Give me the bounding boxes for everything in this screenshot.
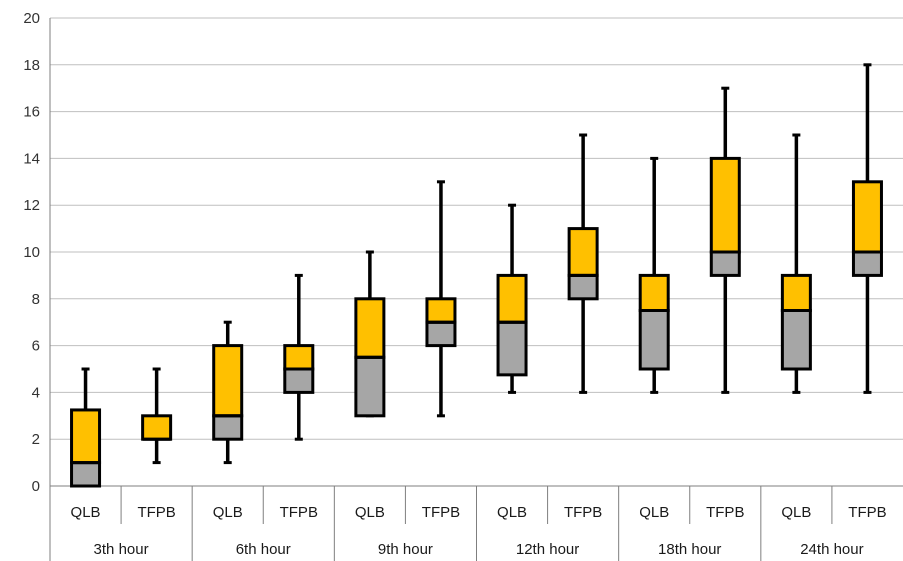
box-tfpb-5 bbox=[851, 63, 883, 394]
x-axis-group-labels: 3th hour 6th hour 9th hour 12th hour 18th ho… bbox=[94, 541, 864, 558]
y-tick-label: 10 bbox=[23, 244, 40, 261]
y-tick-label: 18 bbox=[23, 57, 40, 74]
upper-box-segment bbox=[283, 344, 315, 371]
category-label: TFPB bbox=[280, 504, 318, 521]
lower-box-segment bbox=[709, 250, 741, 277]
box-qlb-3 bbox=[496, 203, 528, 394]
upper-box-segment bbox=[851, 180, 883, 254]
box-tfpb-1 bbox=[283, 273, 315, 441]
y-tick-label: 12 bbox=[23, 197, 40, 214]
category-label: QLB bbox=[497, 504, 527, 521]
y-axis-tick-labels: 0 2 4 6 8 10 12 14 16 18 20 bbox=[23, 10, 40, 495]
box-tfpb-3 bbox=[567, 133, 599, 394]
box-qlb-1 bbox=[212, 320, 244, 465]
y-tick-label: 14 bbox=[23, 150, 40, 167]
box-series bbox=[70, 63, 883, 488]
group-label: 12th hour bbox=[516, 541, 579, 558]
group-label: 24th hour bbox=[800, 541, 863, 558]
lower-box-segment bbox=[567, 273, 599, 301]
category-label: QLB bbox=[781, 504, 811, 521]
box-qlb-2 bbox=[354, 250, 386, 418]
box-qlb-5 bbox=[780, 133, 812, 394]
gridlines bbox=[50, 17, 903, 440]
box-qlb-0 bbox=[70, 367, 102, 488]
lower-box-segment bbox=[851, 250, 883, 277]
category-label: QLB bbox=[71, 504, 101, 521]
upper-box-segment bbox=[709, 156, 741, 254]
lower-box-segment bbox=[425, 320, 457, 348]
group-label: 6th hour bbox=[236, 541, 291, 558]
axes bbox=[49, 18, 903, 561]
box-tfpb-0 bbox=[141, 367, 173, 465]
upper-box-segment bbox=[496, 273, 528, 324]
lower-box-segment bbox=[496, 320, 528, 377]
lower-box-segment bbox=[212, 414, 244, 441]
category-label: TFPB bbox=[706, 504, 744, 521]
upper-box-segment bbox=[212, 344, 244, 418]
box-qlb-4 bbox=[638, 156, 670, 394]
y-tick-label: 20 bbox=[23, 10, 40, 27]
lower-box-segment bbox=[780, 309, 812, 371]
lower-box-segment bbox=[638, 309, 670, 371]
upper-box-segment bbox=[141, 414, 173, 441]
category-label: TFPB bbox=[848, 504, 886, 521]
y-tick-label: 2 bbox=[32, 431, 40, 448]
upper-box-segment bbox=[780, 273, 812, 312]
group-label: 3th hour bbox=[94, 541, 149, 558]
upper-box-segment bbox=[425, 297, 457, 324]
y-tick-label: 8 bbox=[32, 291, 40, 308]
upper-box-segment bbox=[567, 227, 599, 277]
category-label: QLB bbox=[355, 504, 385, 521]
box-tfpb-4 bbox=[709, 86, 741, 394]
box-tfpb-2 bbox=[425, 180, 457, 418]
group-label: 18th hour bbox=[658, 541, 721, 558]
category-label: TFPB bbox=[422, 504, 460, 521]
y-tick-label: 4 bbox=[32, 384, 40, 401]
lower-box-segment bbox=[283, 367, 315, 394]
category-label: QLB bbox=[213, 504, 243, 521]
y-tick-label: 0 bbox=[32, 478, 40, 495]
lower-box-segment bbox=[354, 355, 386, 418]
y-tick-label: 6 bbox=[32, 338, 40, 355]
category-label: QLB bbox=[639, 504, 669, 521]
upper-box-segment bbox=[70, 408, 102, 465]
category-label: TFPB bbox=[564, 504, 602, 521]
upper-box-segment bbox=[354, 297, 386, 359]
group-label: 9th hour bbox=[378, 541, 433, 558]
lower-box-segment bbox=[70, 461, 102, 488]
y-tick-label: 16 bbox=[23, 104, 40, 121]
upper-box-segment bbox=[638, 273, 670, 312]
x-axis-category-labels: QLB TFPB QLB TFPB QLB TFPB QLB TFPB QLB TFPB QLB TF… bbox=[71, 504, 887, 521]
category-label: TFPB bbox=[137, 504, 175, 521]
